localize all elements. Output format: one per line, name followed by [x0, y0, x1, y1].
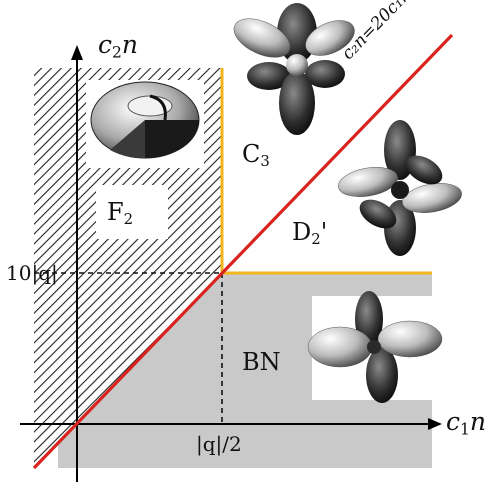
y-axis-arrow — [71, 45, 83, 60]
bn-lobes-glyph — [307, 291, 443, 403]
x-axis-arrow — [428, 418, 442, 430]
x-axis-label: c1n — [446, 407, 486, 439]
d2-lobes-glyph — [338, 120, 462, 256]
boundary-line — [32, 33, 454, 470]
x-tick-label: |q|/2 — [196, 432, 242, 456]
phase-label-c3: C3 — [242, 140, 270, 171]
f2-label-box — [96, 185, 168, 239]
f2-torus-glyph — [90, 81, 200, 159]
phase-label-f2: F2 — [107, 198, 134, 229]
y-tick-label: 10|q| — [6, 261, 58, 285]
phase-label-bn: BN — [242, 348, 281, 376]
phase-label-d2: D2' — [292, 218, 328, 249]
y-axis-label: c2n — [98, 30, 138, 62]
c3-lobes-glyph — [233, 3, 355, 135]
